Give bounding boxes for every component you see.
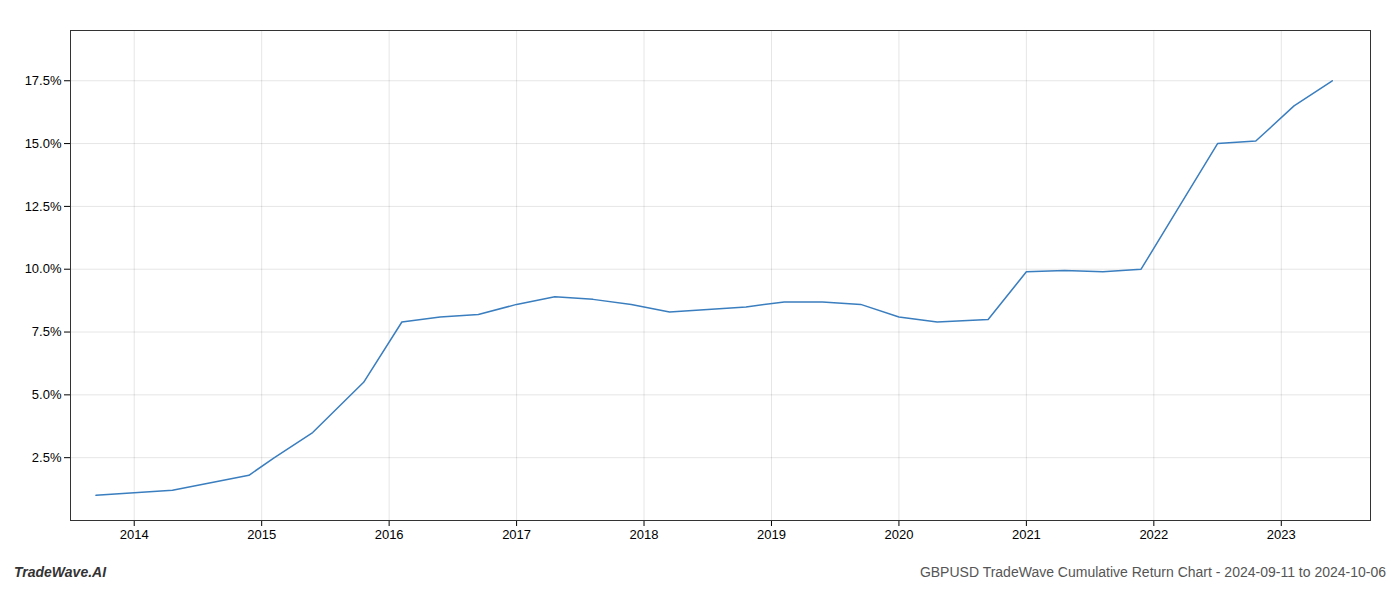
svg-text:15.0%: 15.0% [25,136,62,151]
svg-text:2014: 2014 [120,527,149,542]
svg-text:5.0%: 5.0% [32,387,62,402]
html-text:GBPUSD TradeWave Cumulative Re: GBPUSD TradeWave Cumulative Return Chart… [919,564,1386,580]
svg-text:2015: 2015 [247,527,276,542]
svg-text:2023: 2023 [1267,527,1296,542]
svg-text:2022: 2022 [1139,527,1168,542]
svg-text:2021: 2021 [1012,527,1041,542]
svg-text:7.5%: 7.5% [32,324,62,339]
svg-text:2019: 2019 [757,527,786,542]
svg-text:10.0%: 10.0% [25,261,62,276]
svg-text:12.5%: 12.5% [25,199,62,214]
svg-text:2017: 2017 [502,527,531,542]
svg-text:17.5%: 17.5% [25,73,62,88]
svg-text:2020: 2020 [884,527,913,542]
html-text:TradeWave.AI: TradeWave.AI [14,564,107,580]
svg-text:2018: 2018 [630,527,659,542]
svg-text:2016: 2016 [375,527,404,542]
svg-text:2.5%: 2.5% [32,450,62,465]
